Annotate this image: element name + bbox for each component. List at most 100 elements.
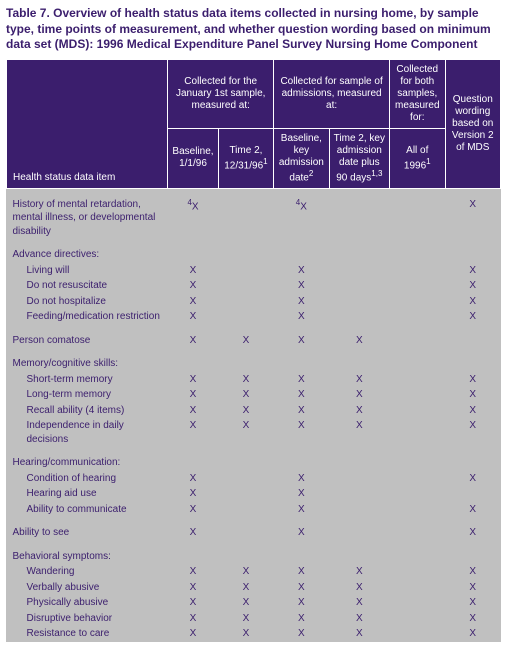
cell: X [445, 525, 501, 541]
cell [390, 418, 445, 447]
cell [390, 564, 445, 580]
cell [390, 611, 445, 627]
cell [390, 626, 445, 642]
cell: X [329, 611, 389, 627]
cell [168, 356, 218, 372]
row-label: Disruptive behavior [7, 611, 168, 627]
cell: X [218, 418, 273, 447]
cell [329, 309, 389, 325]
cell: X [168, 502, 218, 518]
row-label: Ability to see [7, 525, 168, 541]
cell: X [445, 611, 501, 627]
col-header-adm1: Baseline, key admission date2 [274, 128, 329, 188]
row-label: Physically abusive [7, 595, 168, 611]
cell: X [274, 333, 329, 349]
row-label: Resistance to care [7, 626, 168, 642]
cell [445, 333, 501, 349]
cell: X [274, 502, 329, 518]
cell: X [274, 580, 329, 596]
col-group-both: Collected for both samples, measured for… [390, 59, 445, 128]
cell: X [445, 197, 501, 240]
col-header-both: All of 19961 [390, 128, 445, 188]
cell: X [274, 387, 329, 403]
cell [218, 549, 273, 565]
cell [329, 263, 389, 279]
row-label: Verbally abusive [7, 580, 168, 596]
cell: X [168, 611, 218, 627]
cell [445, 455, 501, 471]
cell: X [218, 333, 273, 349]
cell [445, 486, 501, 502]
cell: X [274, 278, 329, 294]
cell [390, 197, 445, 240]
cell: X [168, 471, 218, 487]
cell [390, 549, 445, 565]
cell [445, 247, 501, 263]
cell: X [168, 626, 218, 642]
cell: X [274, 611, 329, 627]
cell [390, 580, 445, 596]
cell: X [168, 418, 218, 447]
cell [390, 455, 445, 471]
cell [390, 294, 445, 310]
cell: X [274, 626, 329, 642]
row-label: Wandering [7, 564, 168, 580]
cell [329, 502, 389, 518]
cell [218, 525, 273, 541]
cell: X [168, 486, 218, 502]
col-group-adm: Collected for sample of admissions, meas… [274, 59, 390, 128]
cell: X [274, 418, 329, 447]
cell [445, 549, 501, 565]
cell [218, 294, 273, 310]
row-label: Ability to communicate [7, 502, 168, 518]
cell [218, 309, 273, 325]
col-group-jan: Collected for the January 1st sample, me… [168, 59, 274, 128]
table-title: Table 7. Overview of health status data … [6, 6, 501, 53]
cell: X [168, 387, 218, 403]
cell [329, 356, 389, 372]
cell [218, 502, 273, 518]
cell [274, 247, 329, 263]
cell: X [445, 418, 501, 447]
cell [168, 549, 218, 565]
cell: X [445, 564, 501, 580]
row-label: Do not resuscitate [7, 278, 168, 294]
cell: 4X [274, 197, 329, 240]
cell: X [445, 387, 501, 403]
cell: X [274, 263, 329, 279]
cell [390, 372, 445, 388]
row-label: Independence in daily decisions [7, 418, 168, 447]
cell [390, 502, 445, 518]
cell [390, 278, 445, 294]
cell [218, 278, 273, 294]
cell [390, 247, 445, 263]
col-header-mds: Question wording based on Version 2 of M… [445, 59, 501, 188]
cell [218, 356, 273, 372]
cell [445, 356, 501, 372]
col-header-jan1: Baseline, 1/1/96 [168, 128, 218, 188]
cell [390, 356, 445, 372]
cell [390, 403, 445, 419]
cell [329, 197, 389, 240]
cell [218, 263, 273, 279]
row-label: Short-term memory [7, 372, 168, 388]
cell: X [168, 309, 218, 325]
cell: X [274, 372, 329, 388]
cell: X [445, 309, 501, 325]
cell: X [218, 626, 273, 642]
cell: X [274, 294, 329, 310]
row-label: Person comatose [7, 333, 168, 349]
cell: X [218, 372, 273, 388]
cell: X [445, 502, 501, 518]
row-label: History of mental retardation, mental il… [7, 197, 168, 240]
row-label: Feeding/medication restriction [7, 309, 168, 325]
cell: X [329, 564, 389, 580]
cell [218, 486, 273, 502]
row-label: Hearing/communication: [7, 455, 168, 471]
cell: X [329, 403, 389, 419]
cell [390, 471, 445, 487]
cell: X [274, 486, 329, 502]
col-header-adm2: Time 2, key admission date plus 90 days1… [329, 128, 389, 188]
cell [329, 278, 389, 294]
cell: X [218, 403, 273, 419]
